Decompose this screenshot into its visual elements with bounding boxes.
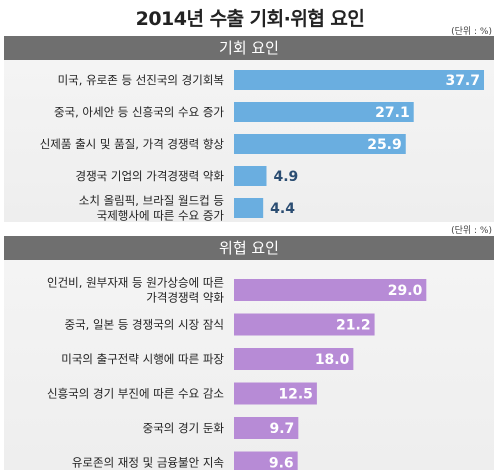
bar — [234, 348, 354, 370]
value-label: 18.0 — [315, 352, 350, 368]
category-label: 경쟁국 기업의 가격경쟁력 약화 — [75, 169, 224, 183]
bar — [234, 417, 299, 439]
category-label: 중국, 일본 등 경쟁국의 시장 잠식 — [65, 318, 224, 332]
opportunity-bar-chart: 미국, 유로존 등 선진국의 경기회복 37.7 중국, 아세안 등 신흥국의 수요… — [40, 70, 485, 223]
value-label: 27.1 — [375, 105, 410, 121]
bar — [234, 102, 414, 122]
value-label: 9.7 — [270, 421, 295, 437]
value-label: 4.9 — [273, 169, 298, 185]
unit-note-threat: (단위 : %) — [451, 226, 492, 236]
bar — [234, 279, 427, 301]
value-label: 21.2 — [336, 318, 371, 334]
value-label: 37.7 — [445, 73, 480, 89]
section-header-opportunity: 기회 요인 — [4, 36, 494, 60]
value-label: 29.0 — [388, 283, 423, 299]
threat-panel: 인건비, 원부자재 등 원가상승에 따른 가격경쟁력 약화 29.0 중국, 일본 등… — [4, 260, 494, 470]
value-label: 4.4 — [270, 201, 295, 217]
bar — [234, 313, 375, 336]
threat-bar-chart: 인건비, 원부자재 등 원가상승에 따른 가격경쟁력 약화 29.0 중국, 일본 등… — [47, 276, 427, 470]
value-label: 9.6 — [269, 456, 294, 470]
value-label: 12.5 — [278, 387, 313, 403]
category-label: 유로존의 재정 및 금융불안 지속 — [72, 456, 224, 470]
category-label: 소치 올림픽, 브라질 월드컵 등 국제행사에 따른 수요 증가 — [79, 194, 225, 223]
category-label: 미국, 유로존 등 선진국의 경기회복 — [58, 73, 224, 87]
category-label: 중국, 아세안 등 신흥국의 수요 증가 — [54, 105, 224, 119]
unit-note-opportunity: (단위 : %) — [451, 27, 492, 37]
category-label: 미국의 출구전략 시행에 따른 파장 — [61, 352, 224, 366]
opportunity-panel: 미국, 유로존 등 선진국의 경기회복 37.7 중국, 아세안 등 신흥국의 수요… — [4, 60, 494, 222]
section-header-threat: 위협 요인 — [4, 236, 494, 260]
bar — [234, 70, 485, 90]
bar — [234, 166, 267, 186]
category-label: 인건비, 원부자재 등 원가상승에 따른 가격경쟁력 약화 — [47, 276, 224, 305]
bar — [234, 134, 406, 154]
value-label: 25.9 — [367, 137, 402, 153]
chart-title: 2014년 수출 기회·위협 요인 — [135, 8, 365, 30]
bar — [234, 198, 264, 218]
category-label: 신제품 출시 및 품질, 가격 경쟁력 향상 — [40, 137, 225, 151]
bar — [234, 451, 298, 470]
category-label: 중국의 경기 둔화 — [143, 421, 225, 435]
bar — [234, 382, 317, 405]
category-label: 신흥국의 경기 부진에 따른 수요 감소 — [47, 387, 224, 401]
